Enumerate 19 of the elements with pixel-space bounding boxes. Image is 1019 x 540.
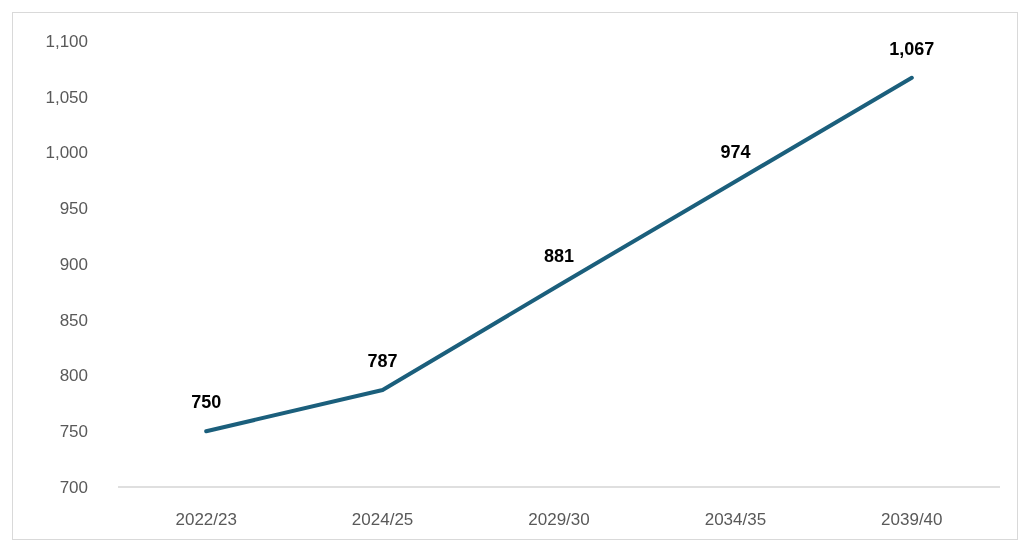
y-tick-label: 850 [59,310,88,330]
data-label: 974 [720,142,751,163]
y-tick-label: 800 [59,366,88,386]
x-tick-label: 2024/25 [351,509,414,529]
y-tick-label: 750 [59,422,88,442]
y-tick-label: 1,050 [45,87,88,107]
x-tick-label: 2034/35 [704,509,767,529]
x-tick-label: 2039/40 [881,509,943,529]
y-tick-label: 900 [59,254,88,274]
data-label: 881 [543,246,575,267]
y-tick-label: 950 [59,199,88,219]
data-label: 750 [191,392,222,413]
y-tick-label: 1,000 [45,143,88,163]
x-tick-label: 2022/23 [175,509,237,529]
y-tick-label: 1,100 [45,31,88,51]
x-tick-label: 2029/30 [528,509,590,529]
y-tick-label: 700 [59,477,88,497]
data-label: 1,067 [889,38,935,59]
data-label: 787 [367,350,398,371]
